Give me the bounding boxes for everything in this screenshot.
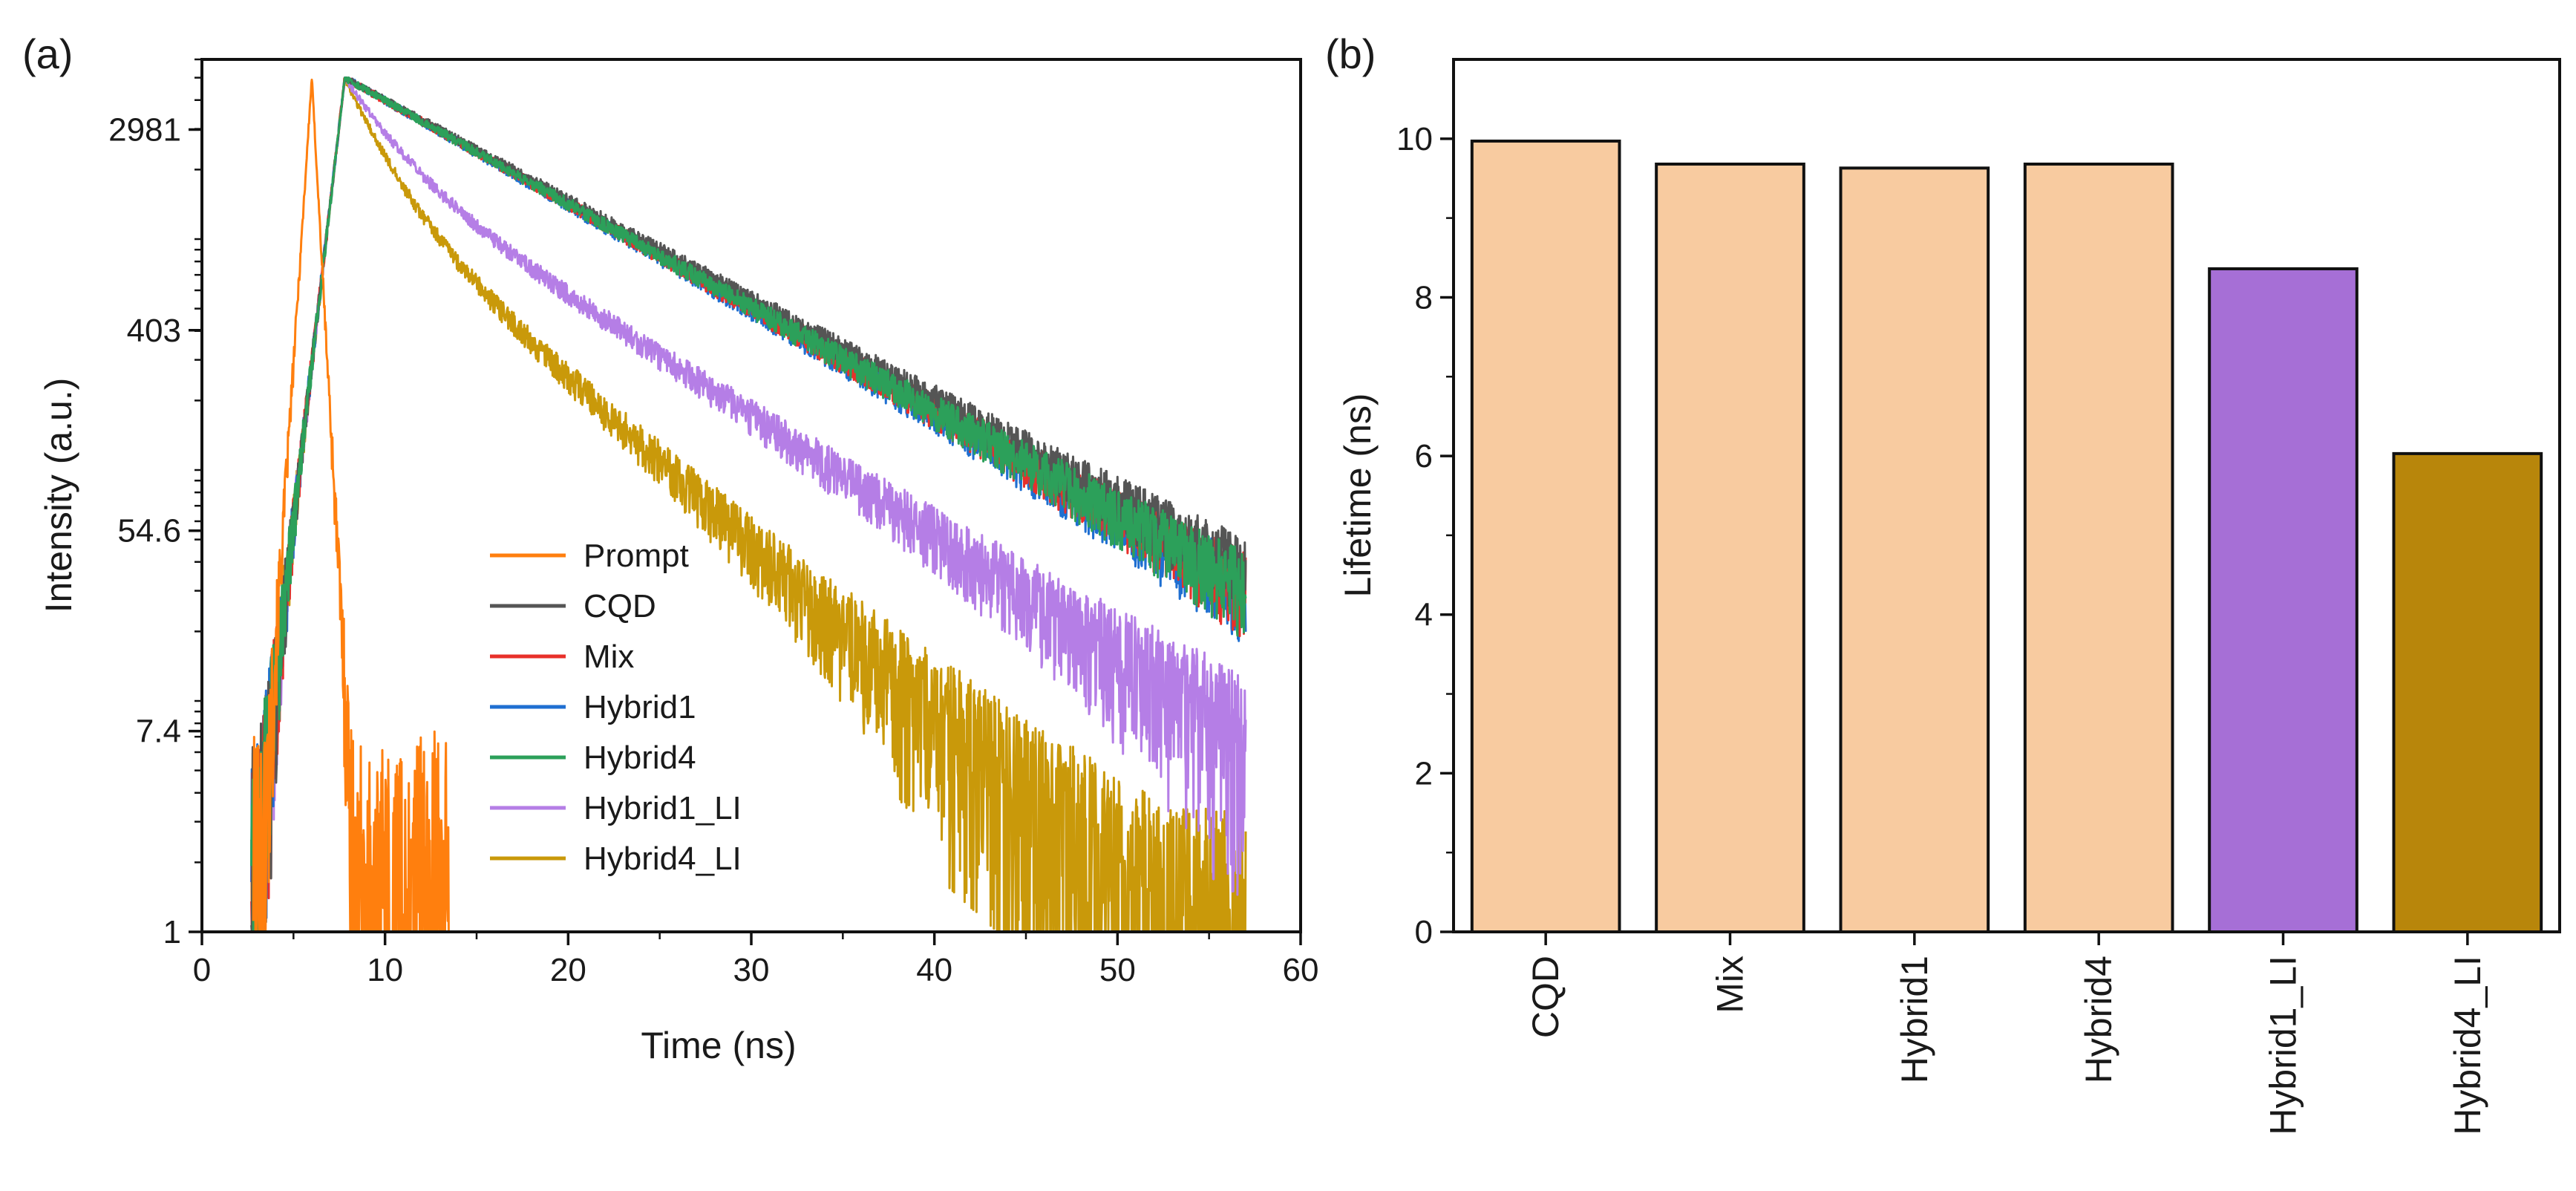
y-tick-label: 2981 [108,111,181,148]
panel-b-lifetime-bar-chart: (b) 0 2 4 6 8 10 CQD Mix Hybrid1 Hybrid4 Hybrid1_L… [1325,30,2561,1135]
series-line-hybrid1-li [250,76,1247,933]
category-label-hybrid1: Hybrid1 [1894,956,1935,1083]
legend-label-cqd: CQD [583,588,656,624]
x-tick-label: 0 [193,952,211,988]
y-tick-label: 54.6 [117,513,181,549]
category-label-hybrid4: Hybrid4 [2078,956,2119,1083]
bar-hybrid4 [2023,163,2174,933]
x-tick-label: 50 [1099,952,1136,988]
category-label-hybrid1-li: Hybrid1_LI [2263,956,2304,1135]
legend-label-hybrid4-li: Hybrid4_LI [583,841,742,877]
x-tick-label: 20 [550,952,586,988]
decay-series-group [250,76,1247,933]
category-label-mix: Mix [1710,956,1751,1014]
y-tick-label: 403 [127,313,181,349]
y-tick-label: 1 [163,914,181,950]
y-tick-label-b: 10 [1396,121,1433,157]
y-tick-label-b: 0 [1415,914,1433,950]
category-label-hybrid4-li: Hybrid4_LI [2447,956,2488,1135]
y-tick-label: 7.4 [136,714,181,750]
x-tick-label: 60 [1283,952,1319,988]
x-axis-title: Time (ns) [641,1025,796,1066]
legend-label-mix: Mix [583,639,634,675]
panel-a-legend: Prompt CQD Mix Hybrid1 Hybrid4 Hybrid1_LI Hybr… [490,538,742,877]
lifetime-bars-group [1470,140,2543,934]
bar-hybrid4-li [2392,451,2543,933]
panel-a-label: (a) [22,30,73,77]
x-tick-label: 30 [733,952,770,988]
panel-a-ticks: 0 10 20 30 40 50 60 1 7.4 54.6 403 2981 [108,58,1319,988]
panel-b-ticks: 0 2 4 6 8 10 CQD Mix Hybrid1 Hybrid4 Hybrid1_LI Hyb… [1396,121,2488,1135]
x-tick-label: 40 [916,952,952,988]
y-axis-title-b: Lifetime (ns) [1337,393,1379,597]
bar-hybrid1 [1839,166,1990,933]
x-tick-label: 10 [367,952,403,988]
bar-cqd [1470,140,1621,934]
bar-mix [1655,163,1805,933]
y-tick-label-b: 6 [1415,438,1433,474]
legend-label-hybrid1: Hybrid1 [583,689,696,725]
panel-b-frame [1452,58,2561,933]
bar-hybrid1-li [2208,267,2358,933]
category-label-cqd: CQD [1525,956,1566,1038]
series-line-hybrid4 [250,76,1247,933]
panel-b-label: (b) [1325,30,1376,77]
legend-label-hybrid4: Hybrid4 [583,740,696,776]
y-axis-title: Intensity (a.u.) [38,378,79,613]
y-tick-label-b: 4 [1415,597,1433,633]
legend-label-prompt: Prompt [583,538,689,574]
y-tick-label-b: 2 [1415,755,1433,792]
panel-a-lifetime-decay-chart: (a) 0 10 20 30 40 50 60 1 7.4 54.6 403 2981 Prompt C… [22,30,1318,1066]
y-tick-label-b: 8 [1415,279,1433,316]
legend-label-hybrid1-li: Hybrid1_LI [583,790,742,826]
